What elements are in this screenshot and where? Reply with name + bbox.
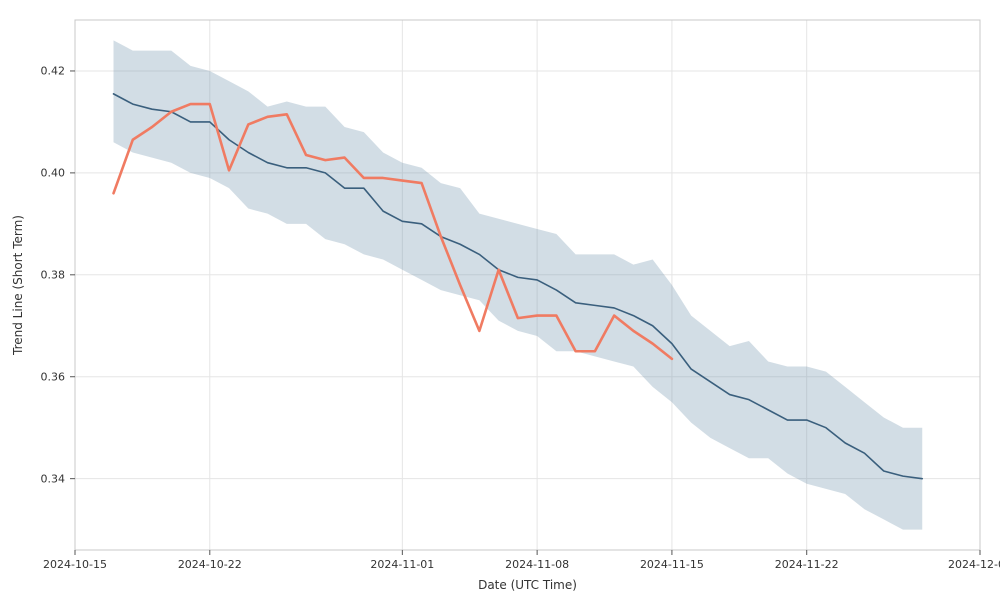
x-tick-label: 2024-11-15 — [640, 558, 704, 571]
y-tick-label: 0.36 — [41, 370, 66, 383]
x-tick-label: 2024-10-15 — [43, 558, 107, 571]
x-tick-label: 2024-10-22 — [178, 558, 242, 571]
x-tick-label: 2024-11-22 — [775, 558, 839, 571]
y-axis-label: Trend Line (Short Term) — [11, 215, 25, 355]
x-tick-label: 2024-11-01 — [370, 558, 434, 571]
chart-svg — [0, 0, 1000, 600]
y-tick-label: 0.40 — [41, 166, 66, 179]
y-tick-label: 0.38 — [41, 268, 66, 281]
trend-chart: 2024-10-15 2024-10-22 2024-11-01 2024-11-08… — [0, 0, 1000, 600]
y-tick-label: 0.34 — [41, 472, 66, 485]
x-tick-label: 2024-12-01 — [948, 558, 1000, 571]
x-tick-label: 2024-11-08 — [505, 558, 569, 571]
y-tick-label: 0.42 — [41, 64, 66, 77]
x-axis-label: Date (UTC Time) — [478, 578, 577, 592]
confidence-band — [114, 40, 923, 529]
